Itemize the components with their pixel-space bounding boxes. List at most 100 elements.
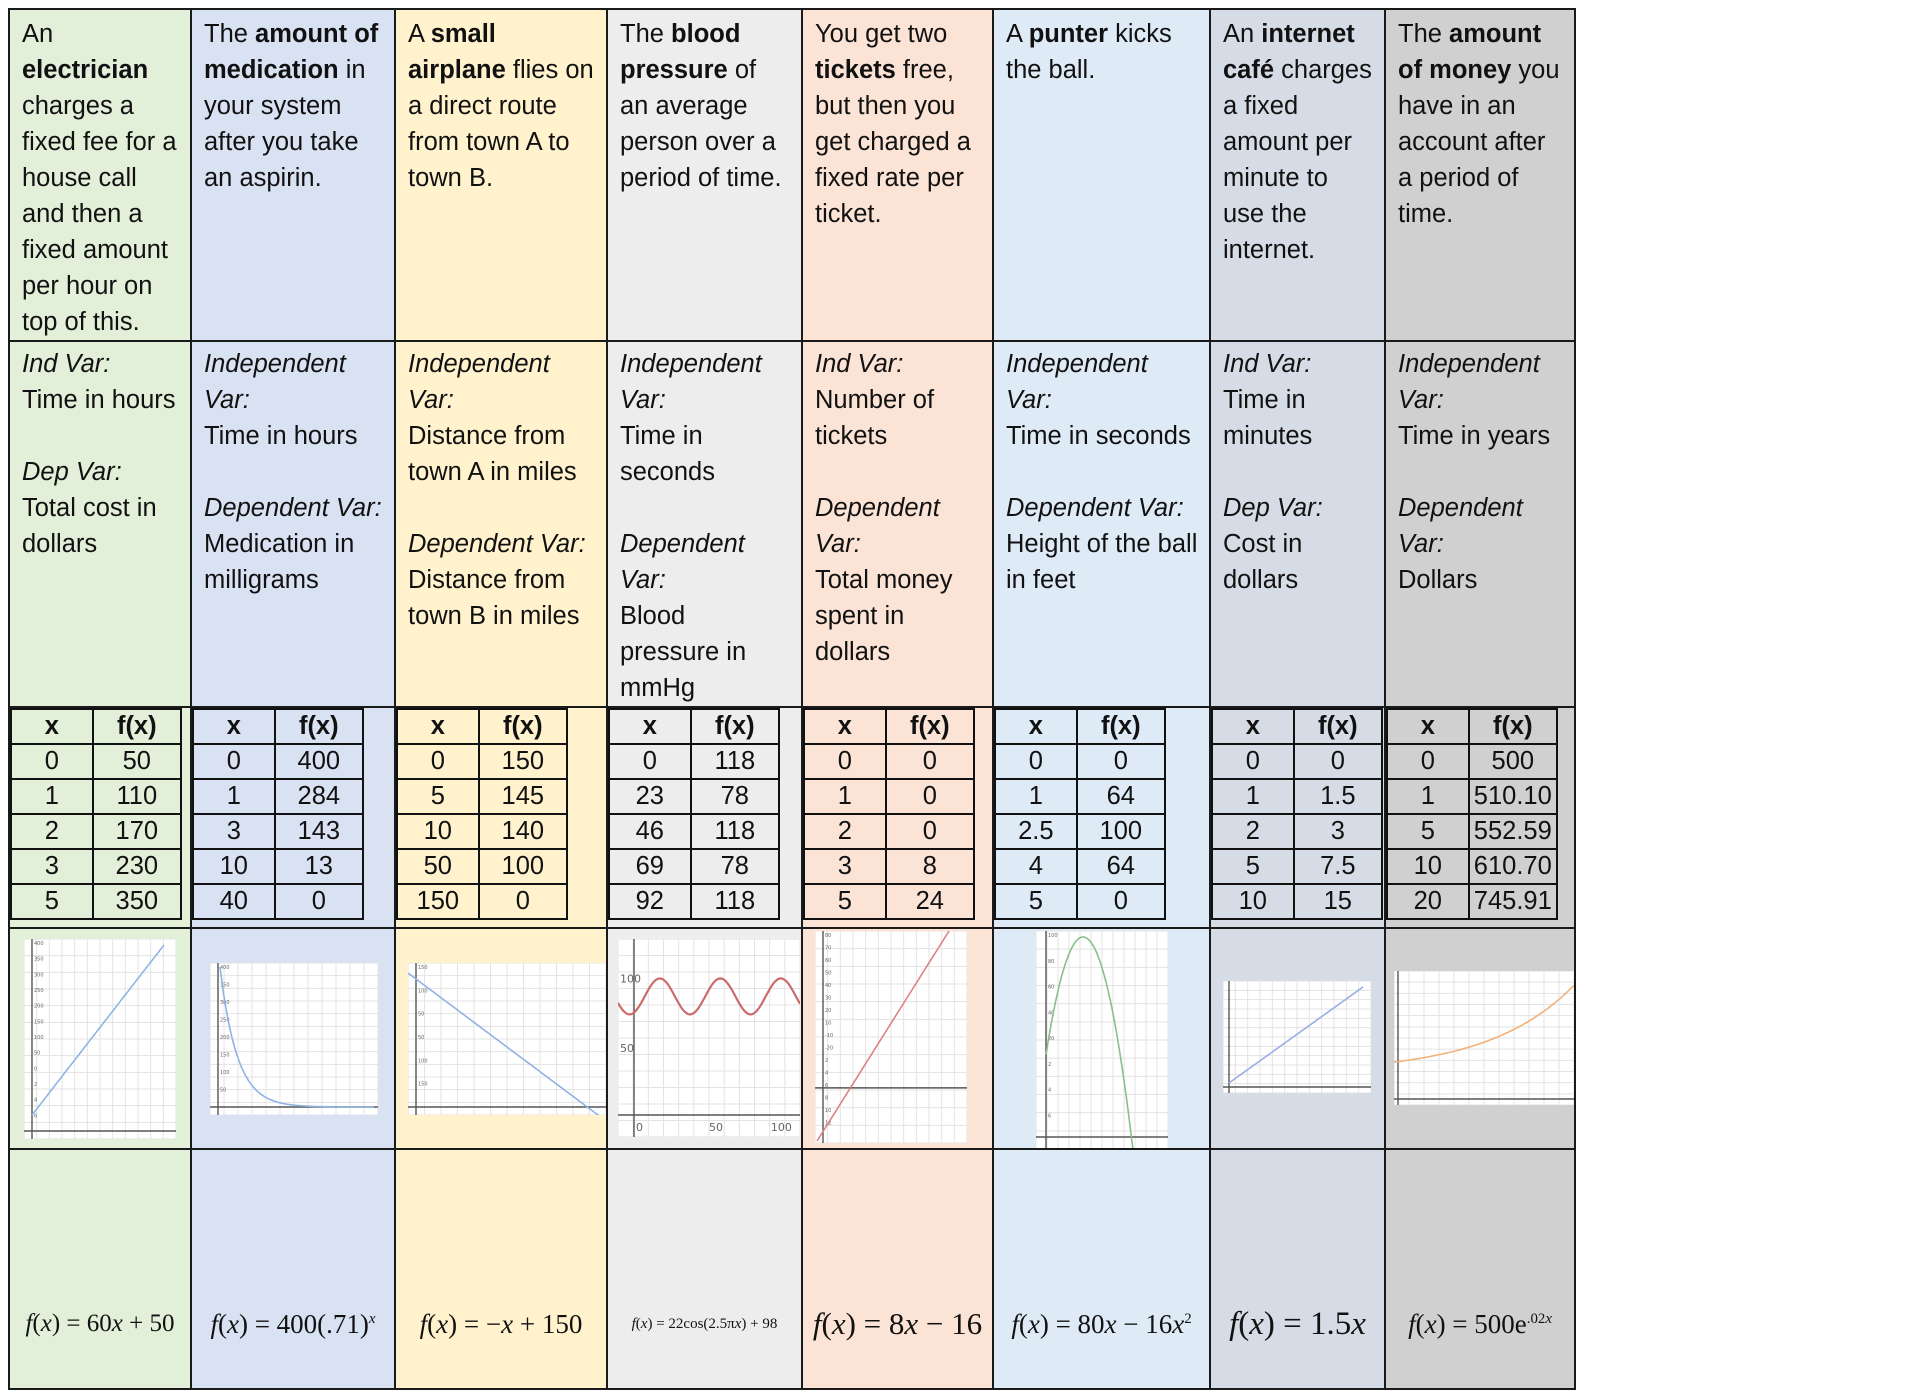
x-value: 1 [1212, 778, 1295, 815]
function-curve [618, 977, 800, 1016]
table-row: 0 500 [1387, 743, 1559, 780]
x-value: 10 [193, 848, 276, 885]
x-value: 0 [11, 743, 94, 780]
scenario-text: The [1398, 20, 1450, 48]
variables-cell: Independent Var: Time in seconds Dependent… [606, 340, 803, 708]
table-row: 2.5 100 [995, 813, 1167, 850]
xy-value-table: x f(x) 0 400 1 284 3 143 10 13 40 0 [193, 709, 365, 920]
fx-value: 100 [477, 848, 569, 885]
fx-value: 1.5 [1292, 778, 1383, 815]
fx-value: 64 [1075, 848, 1167, 885]
fx-value: 118 [689, 813, 781, 850]
fx-value: 143 [273, 813, 365, 850]
fx-value: 0 [1075, 743, 1167, 780]
fx-value: 7.5 [1292, 848, 1383, 885]
x-value: 50 [397, 848, 480, 885]
axis-tick-label: 4 [1048, 1088, 1051, 1094]
x-value: 2 [804, 813, 887, 850]
table-row: 46 118 [609, 813, 781, 850]
variables-cell: Ind Var: Number of tickets Dependent Var: T… [801, 340, 994, 708]
fx-value: 350 [91, 883, 183, 920]
fx-value: 0 [1075, 883, 1167, 920]
scenario-text: of an average person over a period of ti… [620, 56, 782, 192]
table-row: 150 0 [397, 883, 569, 920]
axis-tick-label: 50 [825, 971, 831, 977]
value-table-cell: x f(x) 0 0 1 64 2.5 100 4 64 5 0 [992, 706, 1211, 929]
variables-block: Independent Var: Time in years Dependent V… [1387, 343, 1573, 598]
table-row: 1 510.10 [1387, 778, 1559, 815]
scenario-text: in your system after you take an aspirin… [204, 56, 366, 192]
axis-tick-label: 250 [220, 1018, 230, 1024]
function-formula: f(x) = −x + 150 [419, 1308, 583, 1339]
x-value: 1 [995, 778, 1078, 815]
formula-cell: f(x) = 60x + 50 [8, 1148, 192, 1390]
table-row: 0 150 [397, 743, 569, 780]
scenario-keyword: small airplane [408, 20, 506, 84]
table-row: 3 230 [11, 848, 183, 885]
value-table-cell: x f(x) 0 0 1 1.5 2 3 5 7.5 10 15 [1209, 706, 1386, 929]
table-row: 0 50 [11, 743, 183, 780]
x-value: 10 [1387, 848, 1470, 885]
scenario-text: An [22, 20, 54, 48]
axis-tick-label: 50 [220, 1088, 226, 1094]
axis-tick-label: 150 [34, 1019, 44, 1025]
x-value: 4 [995, 848, 1078, 885]
dependent-var-value: Medication in milligrams [204, 530, 355, 594]
table-row: 10 610.70 [1387, 848, 1559, 885]
function-curve [408, 972, 600, 1115]
scenario-cell: The amount of money you have in an accou… [1384, 8, 1576, 342]
axis-tick-label: 350 [34, 957, 44, 963]
table-row: 92 118 [609, 883, 781, 920]
x-value: 2 [1212, 813, 1295, 850]
axis-tick-label: 250 [34, 988, 44, 994]
variables-block: Ind Var: Time in hours Dep Var: Total cost … [11, 343, 189, 562]
scenario-description: An electrician charges a fixed fee for a… [11, 11, 189, 339]
x-value: 3 [193, 813, 276, 850]
variables-cell: Independent Var: Distance from town A in … [394, 340, 608, 708]
fx-value: 552.59 [1467, 813, 1559, 850]
scenario-description: A punter kicks the ball. [995, 11, 1208, 88]
axis-tick-label: 60 [825, 958, 831, 964]
axis-tick-label: 100 [1048, 933, 1058, 939]
formula-row: f(x) = 60x + 50 f(x) = 400(.71)x f(x) = −x… [8, 1148, 1576, 1390]
axis-tick-label: -10 [825, 1033, 833, 1039]
variables-cell: Independent Var: Time in seconds Dependent… [992, 340, 1211, 708]
x-value: 20 [1387, 883, 1470, 920]
formula-cell: f(x) = 500e.02x [1384, 1148, 1576, 1390]
table-row: 2 170 [11, 813, 183, 850]
fx-header: f(x) [1292, 709, 1383, 745]
scenario-keyword: tickets [815, 56, 896, 84]
axis-tick-label: 150 [418, 965, 428, 971]
scenario-description: An internet café charges a fixed amount … [1212, 11, 1383, 268]
x-value: 2 [11, 813, 94, 850]
table-row: 5 145 [397, 778, 569, 815]
scenario-cell: An electrician charges a fixed fee for a… [8, 8, 192, 342]
scenario-text: kicks the ball. [1006, 20, 1172, 84]
independent-var-label: Independent Var: [1006, 350, 1148, 414]
fx-value: 140 [477, 813, 569, 850]
dependent-var-value: Height of the ball in feet [1006, 530, 1198, 594]
independent-var-value: Time in seconds [620, 422, 715, 486]
fx-value: 64 [1075, 778, 1167, 815]
fx-value: 400 [273, 743, 365, 780]
fx-value: 3 [1292, 813, 1383, 850]
dependent-var-label: Dependent Var: [408, 530, 586, 558]
xy-value-table: x f(x) 0 118 23 78 46 118 69 78 92 118 [609, 709, 781, 920]
xy-value-table: x f(x) 0 500 1 510.10 5 552.59 10 610.70 20 745.91 [1387, 709, 1559, 920]
axis-tick-label: 200 [220, 1035, 230, 1041]
x-header: x [11, 709, 94, 745]
function-graph [1223, 981, 1371, 1093]
dependent-var-value: Distance from town B in miles [408, 566, 580, 630]
scenario-text: flies on a direct route from town A to t… [408, 56, 594, 192]
fx-value: 284 [273, 778, 365, 815]
xy-value-table: x f(x) 0 50 1 110 2 170 3 230 5 350 [11, 709, 183, 920]
function-curve [219, 966, 374, 1108]
independent-var-value: Time in years [1398, 422, 1551, 450]
scenario-cell: The blood pressure of an average person … [606, 8, 803, 342]
fx-value: 78 [689, 778, 781, 815]
fx-value: 118 [689, 743, 781, 780]
fx-value: 15 [1292, 883, 1383, 920]
